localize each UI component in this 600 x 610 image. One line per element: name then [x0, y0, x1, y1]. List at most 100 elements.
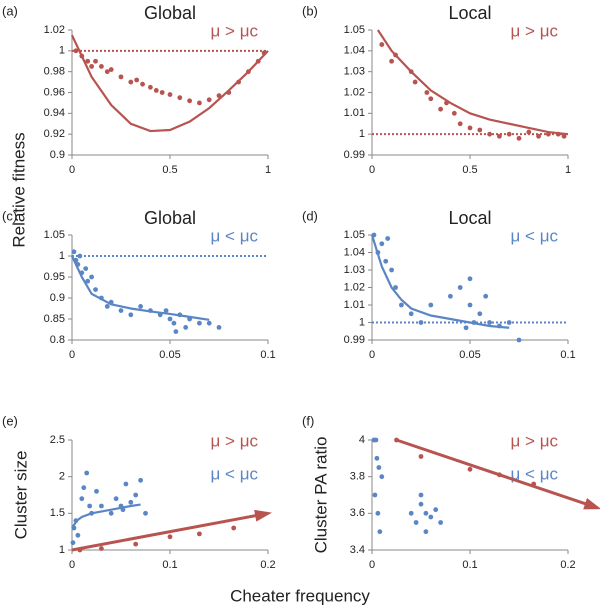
- panel: (f) Cluster PA ratio μ > μc μ < μc 3.4 3.6 3.8…: [302, 413, 600, 571]
- panel-label: (a): [2, 3, 18, 18]
- data-point: [516, 337, 522, 343]
- x-tick-label: 0.5: [462, 164, 477, 176]
- data-point: [433, 507, 439, 513]
- data-point: [163, 308, 169, 313]
- data-point: [457, 285, 463, 290]
- y-tick-label: 1.05: [344, 229, 365, 241]
- data-point: [83, 266, 89, 271]
- y-tick-label: 1.05: [344, 24, 365, 36]
- data-point: [383, 258, 389, 264]
- data-point: [231, 525, 237, 531]
- y-tick-label: 1.01: [344, 107, 365, 119]
- y-tick-label: 1.02: [344, 281, 365, 293]
- data-point: [418, 492, 424, 498]
- data-point: [138, 477, 144, 483]
- fit-curve: [376, 29, 569, 136]
- data-point: [138, 304, 144, 309]
- data-point: [418, 320, 424, 325]
- panel-title: Global: [144, 3, 196, 23]
- panel-label: (c): [2, 208, 17, 223]
- data-point: [457, 121, 463, 127]
- data-point: [448, 293, 453, 299]
- data-point: [536, 133, 541, 139]
- data-point: [506, 131, 512, 137]
- x-tick-label: 0.2: [560, 559, 575, 571]
- x-tick-label: 0.1: [462, 559, 477, 571]
- trend-arrow: [396, 438, 598, 510]
- data-point: [173, 329, 179, 334]
- fit-curve: [370, 234, 510, 329]
- x-tick-label: 0.1: [260, 349, 275, 361]
- data-point: [428, 302, 434, 308]
- data-point: [70, 540, 76, 546]
- annotation: μ > μc: [511, 431, 559, 450]
- panel-title: Global: [144, 208, 196, 228]
- data-point: [561, 133, 567, 139]
- data-point: [389, 58, 394, 64]
- data-point: [140, 81, 145, 87]
- data-point: [418, 501, 424, 507]
- y-tick-label: 3.8: [350, 471, 365, 483]
- annotation: μ > μc: [211, 431, 259, 450]
- data-point: [385, 236, 391, 241]
- data-point: [99, 546, 104, 551]
- data-point: [379, 474, 385, 480]
- y-tick-label: 1: [59, 45, 65, 57]
- data-point: [438, 106, 443, 112]
- data-point: [85, 278, 91, 284]
- y-tick-label: 1.02: [344, 86, 365, 98]
- data-point: [483, 293, 489, 299]
- data-point: [104, 304, 110, 309]
- data-point: [123, 481, 129, 487]
- y-tick-label: 2: [59, 471, 65, 483]
- data-point: [167, 92, 173, 97]
- data-point: [167, 316, 173, 322]
- data-point: [197, 320, 202, 326]
- y-tick-label: 1.04: [344, 246, 365, 258]
- data-point: [506, 320, 512, 325]
- y-tick-label: 4: [359, 434, 365, 446]
- data-point: [153, 88, 159, 93]
- data-point: [375, 510, 381, 516]
- panel: (c) Global μ < μc 0.8 0.85 0.9 0.95 1 1.05 0 0.05 0…: [2, 208, 276, 361]
- panel-label: (e): [2, 413, 18, 428]
- data-point: [94, 488, 99, 494]
- data-point: [118, 308, 124, 313]
- x-tick-label: 0.05: [159, 349, 180, 361]
- fit-curve: [71, 503, 141, 529]
- y-tick-label: 0.95: [44, 271, 65, 283]
- x-tick-label: 0: [369, 164, 375, 176]
- data-point: [463, 325, 469, 331]
- data-point: [487, 131, 492, 137]
- panel-label: (b): [302, 3, 318, 18]
- panel: (a) Global μ > μc 0.9 0.92 0.94 0.96 0.98 1 1.02 0…: [2, 3, 271, 176]
- y-tick-label: 0.9: [50, 292, 65, 304]
- arrow-head: [254, 509, 272, 522]
- data-point: [477, 127, 483, 133]
- data-point: [99, 64, 104, 69]
- data-point: [143, 510, 148, 516]
- data-point: [373, 437, 379, 443]
- annotation: μ > μc: [211, 21, 259, 40]
- data-point: [487, 320, 492, 325]
- data-point: [118, 74, 124, 80]
- annotation: μ < μc: [211, 226, 259, 245]
- data-point: [128, 499, 134, 505]
- y-tick-label: 1.03: [344, 264, 365, 276]
- data-point: [379, 42, 385, 47]
- panel: (b) Local μ > μc 0.99 1 1.01 1.02 1.03 1.04 1.05 0…: [302, 3, 571, 176]
- y-axis-label: Cluster PA ratio: [311, 437, 330, 554]
- data-point: [104, 69, 110, 75]
- x-axis-label: Cheater frequency: [230, 586, 370, 605]
- y-tick-label: 1.05: [44, 229, 65, 241]
- data-point: [423, 510, 429, 516]
- panel-label: (d): [302, 208, 318, 223]
- data-point: [438, 520, 443, 525]
- y-tick-label: 0.99: [344, 149, 365, 161]
- y-tick-label: 3.4: [350, 544, 365, 556]
- data-point: [372, 492, 378, 498]
- data-point: [374, 455, 380, 461]
- data-point: [148, 84, 153, 90]
- x-tick-label: 0: [69, 164, 75, 176]
